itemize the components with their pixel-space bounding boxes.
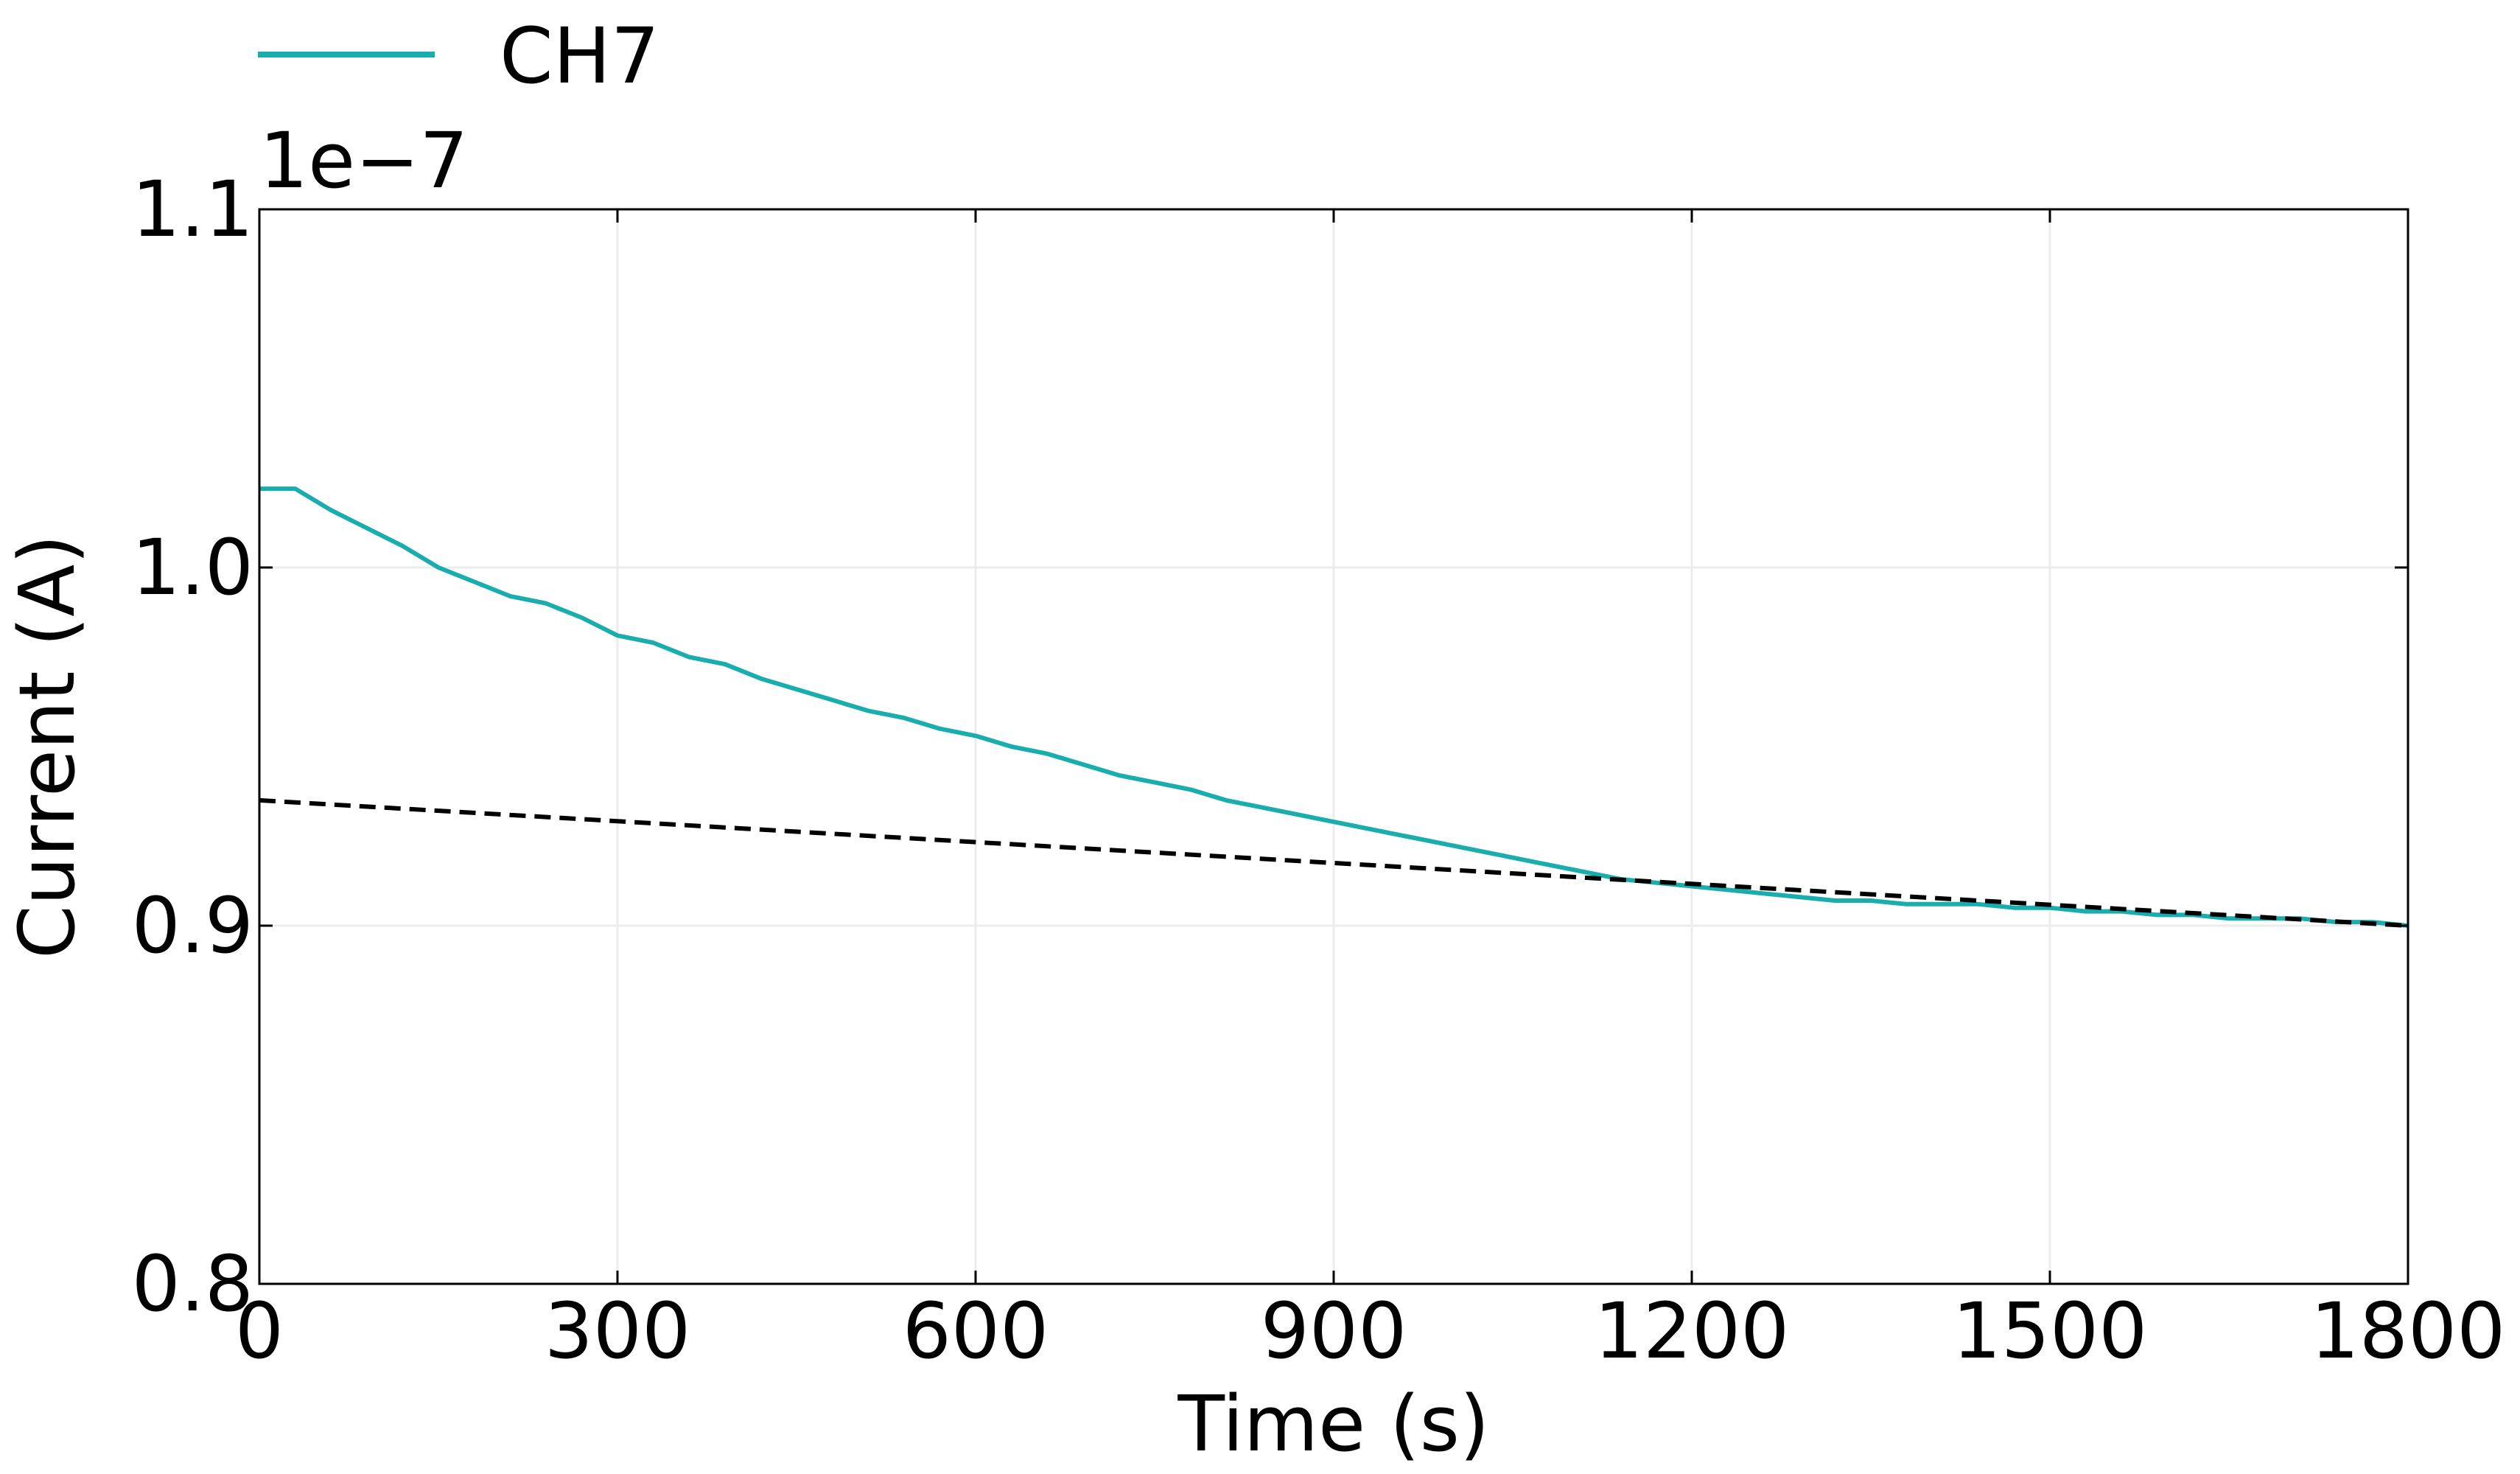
y-axis-offset-label: 1e−7 (259, 116, 468, 206)
legend: CH7 (258, 11, 659, 101)
x-tick-label: 600 (903, 1286, 1049, 1376)
grid-lines (259, 209, 2408, 1284)
series-line-ch7 (259, 486, 2409, 928)
x-tick-label: 900 (1261, 1286, 1407, 1376)
y-tick-label: 1.1 (132, 164, 253, 254)
y-tick-label: 0.9 (132, 881, 253, 971)
series-layer (259, 486, 2409, 928)
x-axis-label: Time (s) (1177, 1379, 1490, 1469)
axis-ticks: 0 300 600 900 1200 1500 1800 0.8 0.9 1.0 1.1 (132, 164, 2506, 1376)
x-tick-label: 1500 (1953, 1286, 2148, 1376)
trend-line-dashed (259, 797, 2409, 928)
y-tick-label: 0.8 (132, 1239, 253, 1329)
y-tick-label: 1.0 (132, 523, 253, 612)
x-tick-label: 1800 (2311, 1286, 2506, 1376)
legend-label-ch7: CH7 (500, 11, 659, 101)
x-tick-label: 1200 (1595, 1286, 1790, 1376)
y-axis-label: Current (A) (2, 534, 92, 959)
x-tick-label: 300 (545, 1286, 691, 1376)
x-tick-label: 0 (235, 1286, 284, 1376)
